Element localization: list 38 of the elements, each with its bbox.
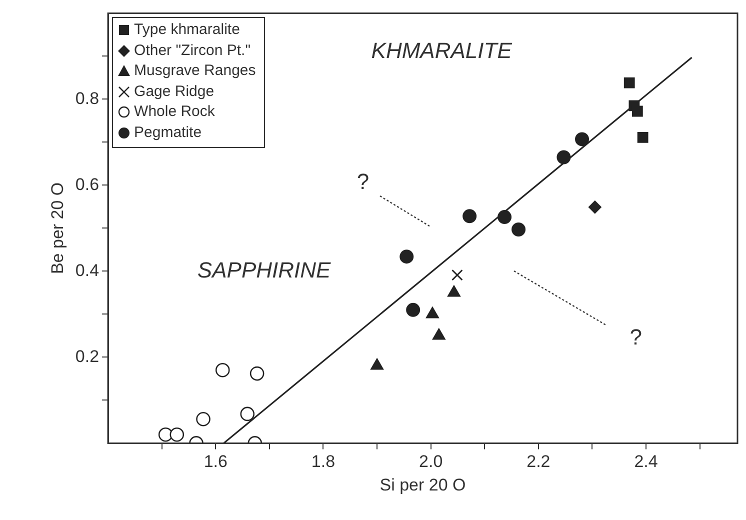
- x-tick-label: 2.4: [634, 452, 658, 472]
- legend-label: Type khmaralite: [134, 20, 240, 40]
- legend-label: Musgrave Ranges: [134, 61, 256, 82]
- point: [632, 106, 643, 117]
- point: [170, 427, 184, 442]
- y-axis-title: Be per 20 O: [48, 182, 67, 274]
- point: [512, 222, 526, 236]
- point: [498, 210, 512, 224]
- legend-label: Gage Ridge: [134, 82, 214, 102]
- y-tick-label: 0.2: [75, 346, 100, 366]
- x-tick-label: 2.0: [419, 452, 443, 472]
- point: [196, 412, 210, 426]
- point: [400, 250, 414, 264]
- x-tick-label: 1.8: [311, 452, 336, 472]
- point: [250, 366, 264, 381]
- y-tick-label: 0.4: [75, 260, 100, 280]
- legend-label: Pegmatite: [134, 122, 202, 143]
- point: [624, 77, 635, 88]
- annotation: SAPPHIRINE: [197, 257, 332, 282]
- legend-label: Other "Zircon Pt.": [134, 40, 251, 61]
- annotation: KHMARALITE: [371, 38, 512, 64]
- point: [575, 132, 590, 146]
- x-tick-label: 2.2: [526, 452, 550, 472]
- point: [240, 406, 255, 422]
- point: [637, 132, 648, 143]
- point: [215, 362, 230, 378]
- point: [452, 269, 463, 281]
- x-axis-title: Si per 20 O: [380, 475, 466, 494]
- x-tick-label: 1.6: [204, 452, 228, 472]
- y-tick-label: 0.6: [75, 174, 100, 194]
- point: [588, 200, 602, 214]
- point: [556, 150, 571, 164]
- annotation: ?: [630, 324, 642, 350]
- point: [462, 209, 477, 224]
- point: [406, 302, 420, 317]
- annotation: ?: [356, 169, 370, 194]
- legend-label: Whole Rock: [134, 102, 215, 122]
- y-tick-label: 0.8: [75, 88, 100, 108]
